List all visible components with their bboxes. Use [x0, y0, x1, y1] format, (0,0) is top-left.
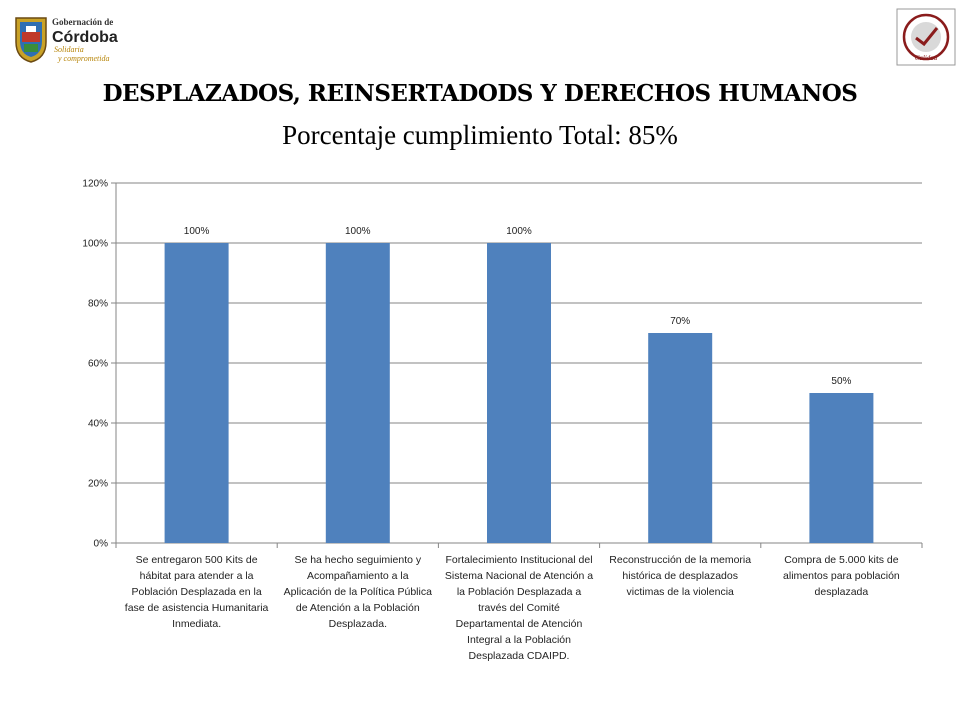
coat-of-arms-icon [15, 17, 47, 63]
y-tick-label: 40% [88, 419, 108, 430]
bar [648, 333, 713, 543]
x-tick-label: Fortalecimiento Institucional del Sistem… [444, 554, 594, 662]
logo-line3: Solidaria [54, 45, 84, 54]
bar [164, 243, 229, 543]
page-subtitle: Porcentaje cumplimiento Total: 85% [282, 120, 678, 150]
y-tick-label: 60% [88, 359, 108, 370]
x-tick-label: Compra de 5.000 kits de alimentos para p… [783, 554, 900, 598]
calidad-seal-logo: Calidad [896, 8, 956, 66]
data-label: 100% [184, 226, 210, 237]
y-tick-label: 100% [82, 239, 108, 250]
data-label: 100% [345, 226, 371, 237]
data-label: 100% [506, 226, 532, 237]
data-label: 50% [831, 376, 851, 387]
bar [325, 243, 390, 543]
x-tick-label: Se entregaron 500 Kits de hábitat para a… [124, 554, 269, 630]
bar [487, 243, 551, 543]
x-tick-label: Reconstrucción de la memoria histórica d… [609, 554, 752, 598]
y-tick-label: 120% [82, 179, 108, 190]
logo-line4: y comprometida [57, 54, 109, 63]
y-tick-label: 80% [88, 299, 108, 310]
page-title: DESPLAZADOS, REINSERTADODS Y DERECHOS HU… [102, 80, 858, 107]
y-tick-label: 20% [88, 479, 108, 490]
x-tick-label: Se ha hecho seguimiento y Acompañamiento… [283, 554, 432, 630]
data-label: 70% [670, 316, 690, 327]
seal-text: Calidad [915, 54, 938, 62]
quality-seal-icon [902, 13, 950, 61]
y-tick-label: 0% [94, 539, 109, 550]
logo-line1: Gobernación de [52, 17, 113, 27]
logo-line2: Córdoba [52, 29, 118, 46]
bar [809, 393, 874, 543]
gobernacion-logo: Gobernación de Córdoba Solidaria y compr… [12, 10, 122, 66]
